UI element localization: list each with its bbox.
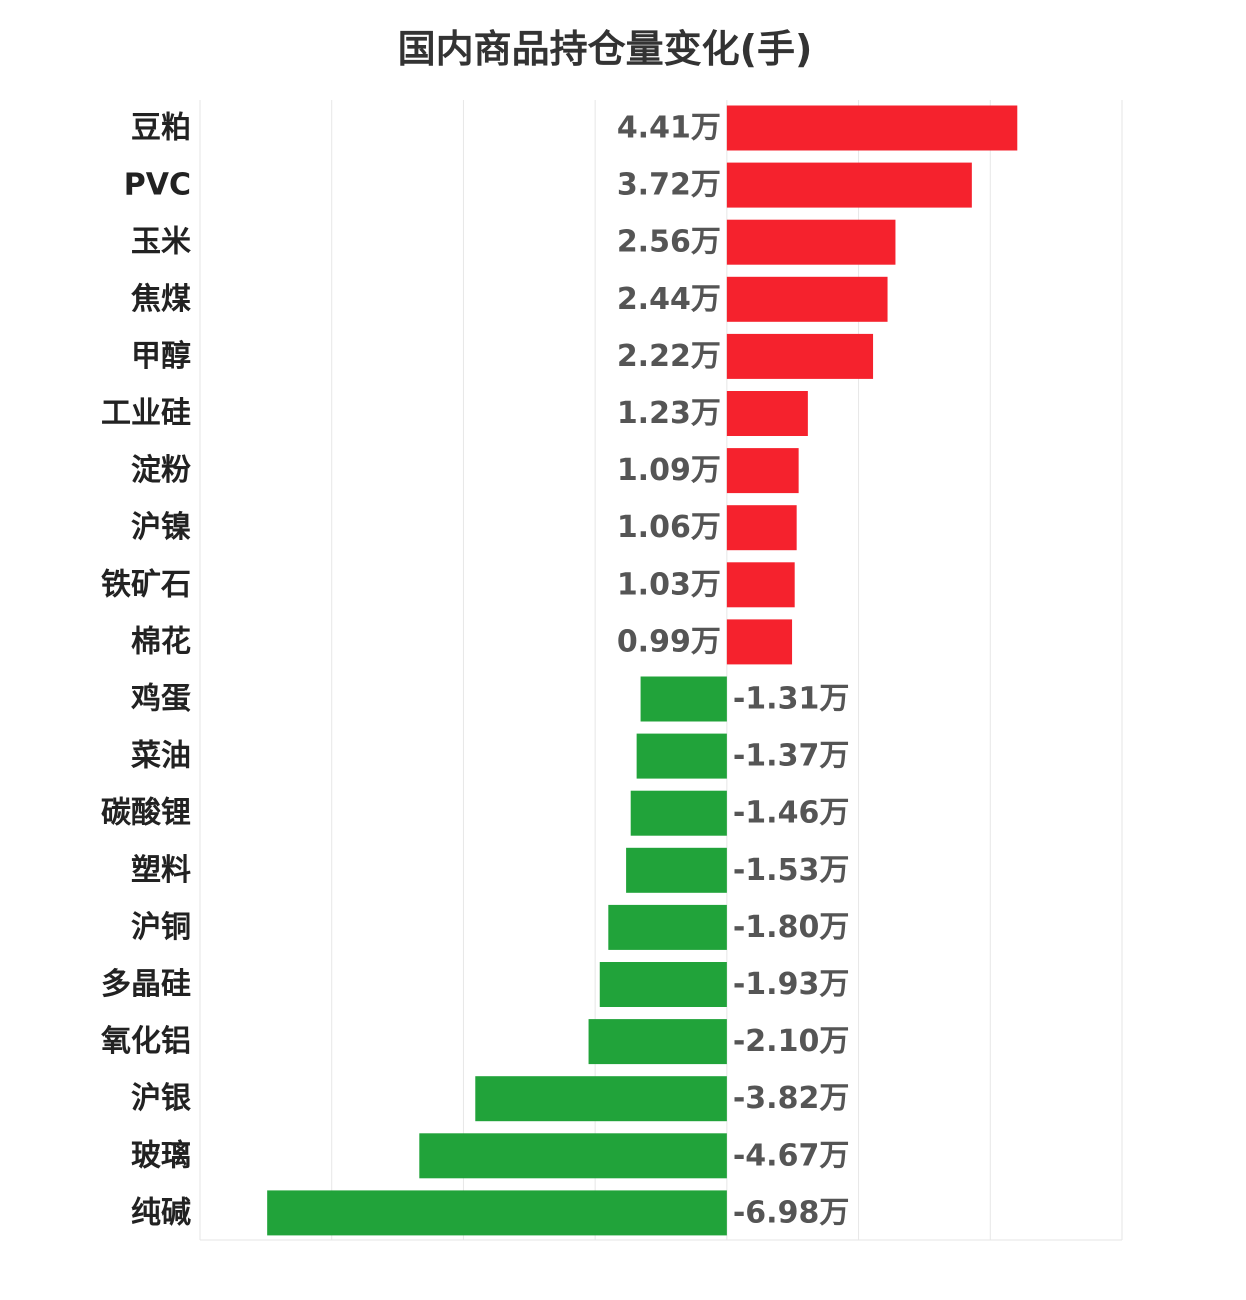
- category-label: 塑料: [131, 853, 191, 888]
- category-label: 玉米: [131, 225, 191, 260]
- category-label: 沪镍: [131, 510, 191, 545]
- gridlines: [199, 100, 1123, 1241]
- value-label: -1.31万: [733, 682, 849, 717]
- category-label: 棉花: [131, 624, 191, 659]
- bar-1: [726, 162, 972, 208]
- bar-13: [626, 847, 727, 893]
- value-label: -1.46万: [733, 796, 849, 831]
- value-label: 2.44万: [617, 282, 721, 317]
- bar-5: [726, 391, 808, 436]
- value-label: 1.23万: [617, 396, 721, 431]
- bar-9: [726, 619, 793, 665]
- bar-18: [419, 1133, 727, 1179]
- bar-11: [636, 733, 727, 779]
- bars: [267, 105, 1018, 1236]
- category-label: 氧化铝: [101, 1024, 191, 1059]
- value-label: -1.53万: [733, 853, 849, 888]
- bar-15: [599, 962, 727, 1007]
- value-label: 4.41万: [617, 111, 721, 146]
- value-label: 1.06万: [617, 510, 721, 545]
- value-label: -1.80万: [733, 910, 849, 945]
- value-label: 2.22万: [617, 339, 721, 374]
- category-label: 工业硅: [101, 396, 191, 431]
- bar-6: [726, 448, 799, 494]
- value-label: 2.56万: [617, 225, 721, 260]
- value-label: 1.03万: [617, 567, 721, 602]
- category-label: 豆粕: [131, 111, 191, 146]
- bar-3: [726, 276, 888, 322]
- category-label: PVC: [124, 168, 191, 203]
- value-label: -1.37万: [733, 739, 849, 774]
- value-label: -3.82万: [733, 1081, 849, 1116]
- value-label: -6.98万: [733, 1195, 849, 1230]
- category-label: 铁矿石: [101, 567, 191, 602]
- value-label: 3.72万: [617, 168, 721, 203]
- category-label: 沪银: [131, 1081, 191, 1116]
- bar-4: [726, 333, 874, 379]
- bar-17: [475, 1076, 727, 1122]
- bar-14: [608, 904, 727, 950]
- value-label: -2.10万: [733, 1024, 849, 1059]
- category-label: 鸡蛋: [131, 682, 191, 717]
- category-label: 菜油: [131, 739, 191, 774]
- category-label: 甲醇: [131, 339, 191, 374]
- chart-title: 国内商品持仓量变化(手): [397, 27, 813, 71]
- bar-2: [726, 219, 896, 265]
- bar-19: [267, 1190, 727, 1236]
- bar-10: [640, 676, 727, 722]
- category-label: 沪铜: [131, 910, 191, 945]
- bar-8: [726, 562, 795, 608]
- value-label: 1.09万: [617, 453, 721, 488]
- bar-16: [588, 1019, 727, 1065]
- value-label: -1.93万: [733, 967, 849, 1002]
- value-label: 0.99万: [617, 624, 721, 659]
- value-label: -4.67万: [733, 1138, 849, 1173]
- category-label: 淀粉: [131, 453, 191, 488]
- bar-0: [726, 105, 1018, 151]
- category-label: 焦煤: [131, 282, 191, 317]
- category-label: 碳酸锂: [101, 796, 191, 831]
- bar-12: [630, 790, 727, 836]
- category-label: 多晶硅: [101, 967, 191, 1002]
- category-label: 纯碱: [131, 1195, 191, 1230]
- bar-7: [726, 505, 797, 551]
- category-label: 玻璃: [131, 1138, 191, 1173]
